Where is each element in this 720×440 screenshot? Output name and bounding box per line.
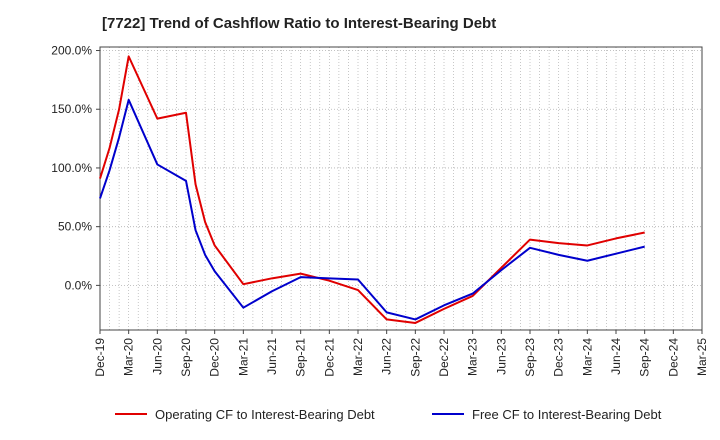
series-line-1 [99,55,645,324]
plot-frame [99,46,703,331]
x-tick-labels: Dec-19 Mar-20 Jun-20 Sep-20 Dec-20 Mar-21 Jun-… [93,330,709,377]
chart-title: [7722] Trend of Cashflow Ratio to Intere… [102,15,496,32]
series-layer [99,55,645,324]
x-tick-label: Mar-21 [236,338,250,376]
x-tick-label: Dec-24 [666,338,680,377]
legend: Operating CF to Interest-Bearing Debt Fre… [115,407,662,422]
axes [99,46,703,331]
legend-label-2: Free CF to Interest-Bearing Debt [472,407,662,422]
y-tick-label: 100.0% [51,161,92,175]
x-tick-label: Jun-22 [380,338,394,375]
x-tick-label: Sep-24 [638,338,652,377]
x-tick-label: Sep-22 [408,338,422,377]
grid [99,47,703,330]
x-tick-label: Sep-20 [179,338,193,377]
y-tick-label: 150.0% [51,102,92,116]
x-tick-label: Dec-19 [93,338,107,377]
x-tick-label: Jun-23 [494,338,508,375]
x-tick-label: Mar-25 [695,338,709,376]
x-tick-label: Dec-23 [552,338,566,377]
x-tick-label: Dec-21 [322,338,336,377]
x-tick-label: Sep-23 [523,338,537,377]
y-tick-label: 0.0% [65,278,93,292]
y-tick-label: 200.0% [51,44,92,58]
x-tick-label: Dec-22 [437,338,451,377]
x-tick-label: Mar-24 [580,338,594,376]
x-tick-label: Mar-23 [466,338,480,376]
x-tick-label: Mar-22 [351,338,365,376]
x-tick-label: Mar-20 [122,338,136,376]
x-tick-label: Jun-21 [265,338,279,375]
legend-label-1: Operating CF to Interest-Bearing Debt [155,407,375,422]
x-tick-label: Jun-20 [150,338,164,375]
x-tick-label: Jun-24 [609,338,623,375]
y-tick-label: 50.0% [58,220,92,234]
x-tick-label: Sep-21 [294,338,308,377]
series-line-2 [99,98,645,321]
y-tick-labels: 200.0% 150.0% 100.0% 50.0% 0.0% [51,44,100,292]
x-tick-label: Dec-20 [208,338,222,377]
